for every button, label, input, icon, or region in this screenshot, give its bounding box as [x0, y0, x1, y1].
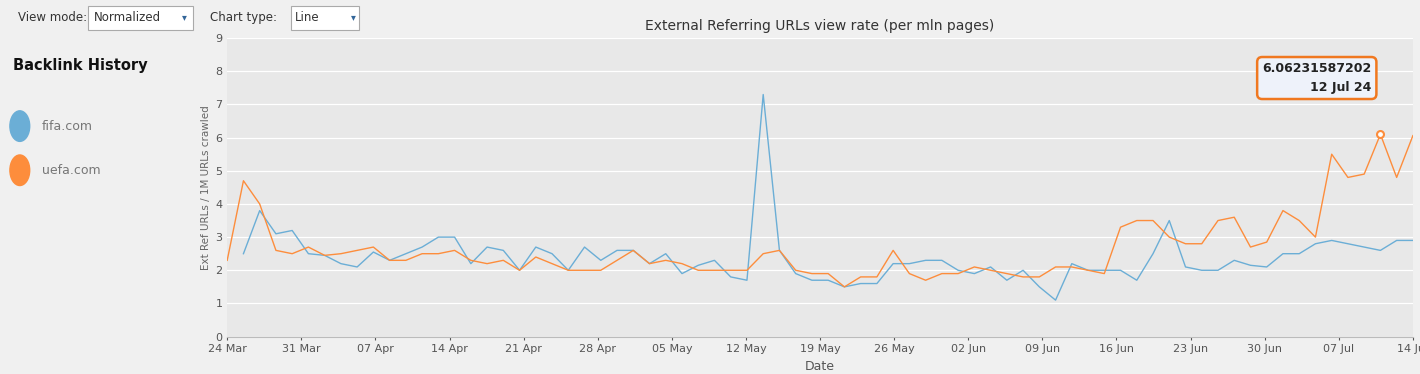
Circle shape: [10, 111, 30, 141]
Text: View mode:: View mode:: [18, 11, 88, 24]
FancyBboxPatch shape: [291, 6, 359, 30]
Text: ▾: ▾: [351, 12, 355, 22]
Text: uefa.com: uefa.com: [41, 164, 101, 177]
X-axis label: Date: Date: [805, 360, 835, 373]
Text: 6.06231587202
12 Jul 24: 6.06231587202 12 Jul 24: [1262, 62, 1372, 94]
Text: ▾: ▾: [182, 12, 186, 22]
Y-axis label: Ext Ref URLs / 1M URLs crawled: Ext Ref URLs / 1M URLs crawled: [202, 105, 212, 270]
Circle shape: [10, 155, 30, 186]
Text: fifa.com: fifa.com: [41, 120, 92, 133]
Text: Chart type:: Chart type:: [210, 11, 277, 24]
Text: Line: Line: [295, 11, 320, 24]
Text: Normalized: Normalized: [94, 11, 160, 24]
Text: Backlink History: Backlink History: [13, 58, 148, 73]
FancyBboxPatch shape: [88, 6, 193, 30]
Title: External Referring URLs view rate (per mln pages): External Referring URLs view rate (per m…: [646, 19, 994, 33]
